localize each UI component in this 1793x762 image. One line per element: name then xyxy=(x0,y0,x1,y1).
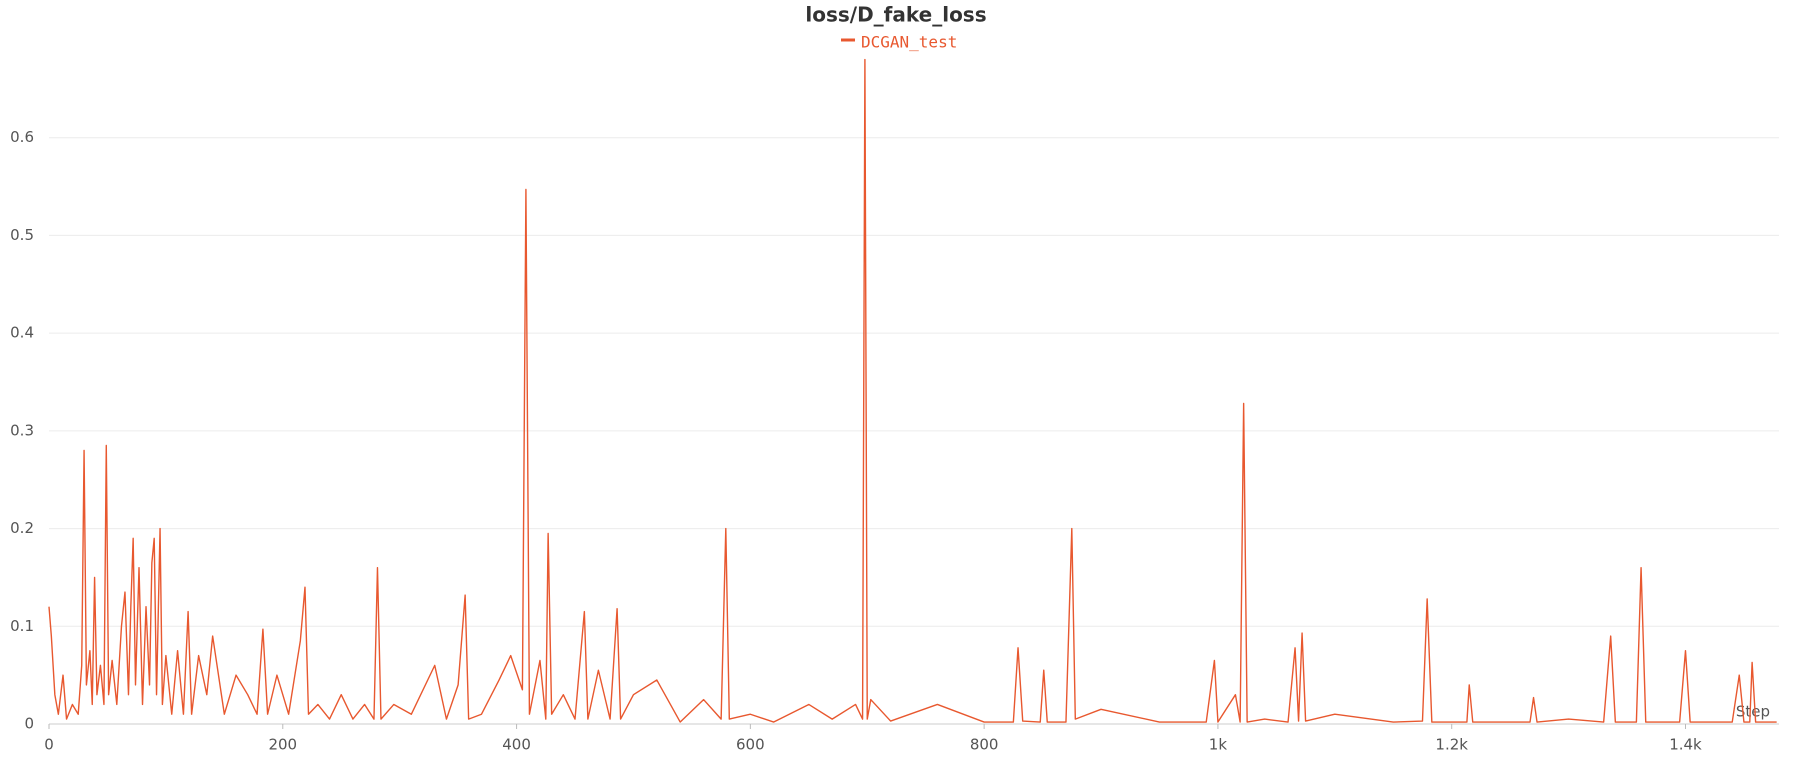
y-tick-label: 0.6 xyxy=(10,128,34,146)
x-tick-label: 1.2k xyxy=(1435,736,1468,754)
x-tick-label: 600 xyxy=(736,736,765,754)
y-tick-label: 0.3 xyxy=(10,421,34,439)
y-tick-label: 0 xyxy=(24,715,34,733)
legend-label: DCGAN_test xyxy=(861,33,957,52)
x-tick-label: 0 xyxy=(44,736,54,754)
x-tick-label: 800 xyxy=(970,736,999,754)
y-tick-label: 0.1 xyxy=(10,617,34,635)
x-tick-label: 200 xyxy=(268,736,297,754)
x-tick-label: 1k xyxy=(1209,736,1228,754)
x-tick-label: 1.4k xyxy=(1669,736,1702,754)
y-tick-label: 0.4 xyxy=(10,324,34,342)
x-axis-label: Step xyxy=(1736,703,1770,721)
y-tick-label: 0.5 xyxy=(10,226,34,244)
data-line xyxy=(48,58,1777,723)
x-tick-label: 400 xyxy=(502,736,531,754)
y-tick-label: 0.2 xyxy=(10,519,34,537)
chart-title: loss/D_fake_loss xyxy=(805,3,986,27)
